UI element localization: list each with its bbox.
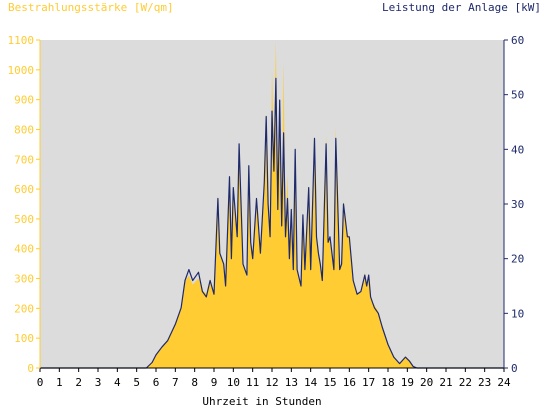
x-tick-label: 9 <box>211 376 218 389</box>
x-tick-label: 0 <box>37 376 44 389</box>
left-tick-label: 800 <box>14 123 34 136</box>
x-tick-label: 15 <box>323 376 336 389</box>
x-tick-label: 3 <box>95 376 102 389</box>
right-tick-label: 20 <box>511 253 524 266</box>
power-series <box>40 77 504 369</box>
x-tick-label: 5 <box>133 376 140 389</box>
x-tick-label: 6 <box>153 376 160 389</box>
left-tick-label: 600 <box>14 183 34 196</box>
x-tick-label: 24 <box>497 376 511 389</box>
left-tick-label: 300 <box>14 273 34 286</box>
x-tick-label: 20 <box>420 376 433 389</box>
x-tick-label: 21 <box>439 376 452 389</box>
x-axis-title: Uhrzeit in Stunden <box>202 395 321 408</box>
right-tick-label: 60 <box>511 34 524 47</box>
right-tick-label: 10 <box>511 307 524 320</box>
left-tick-label: 900 <box>14 94 34 107</box>
x-tick-label: 18 <box>381 376 394 389</box>
axes: 0 1 2 3 4 5 6 7 8 9 10 11 12 13 14 15 16 17 18 19 20 21 22 23 24… <box>8 34 525 389</box>
x-tick-label: 1 <box>56 376 63 389</box>
x-tick-label: 12 <box>265 376 278 389</box>
x-tick-label: 23 <box>478 376 491 389</box>
x-tick-label: 2 <box>75 376 82 389</box>
x-tick-label: 16 <box>343 376 356 389</box>
x-tick-label: 17 <box>362 376 375 389</box>
irradiance-area <box>40 40 504 368</box>
right-tick-label: 50 <box>511 89 524 102</box>
x-tick-label: 7 <box>172 376 179 389</box>
x-tick-label: 22 <box>459 376 472 389</box>
left-tick-label: 200 <box>14 302 34 315</box>
left-tick-label: 0 <box>27 362 34 375</box>
x-tick-label: 14 <box>304 376 318 389</box>
x-tick-label: 13 <box>285 376 298 389</box>
left-tick-label: 500 <box>14 213 34 226</box>
x-tick-label: 19 <box>401 376 414 389</box>
left-tick-label: 1100 <box>8 34 35 47</box>
left-tick-label: 400 <box>14 243 34 256</box>
left-tick-label: 100 <box>14 332 34 345</box>
right-tick-label: 30 <box>511 198 524 211</box>
irradiance-series <box>40 40 504 368</box>
left-tick-label: 1000 <box>8 64 35 77</box>
right-axis-title: Leistung der Anlage [kW] <box>382 1 541 14</box>
x-tick-label: 10 <box>227 376 240 389</box>
x-tick-label: 4 <box>114 376 121 389</box>
right-tick-label: 0 <box>511 362 518 375</box>
x-tick-label: 8 <box>191 376 198 389</box>
left-tick-label: 700 <box>14 153 34 166</box>
x-tick-label: 11 <box>246 376 259 389</box>
power-line <box>40 77 504 369</box>
left-axis-title: Bestrahlungsstärke [W/qm] <box>8 1 174 14</box>
right-tick-label: 40 <box>511 143 524 156</box>
